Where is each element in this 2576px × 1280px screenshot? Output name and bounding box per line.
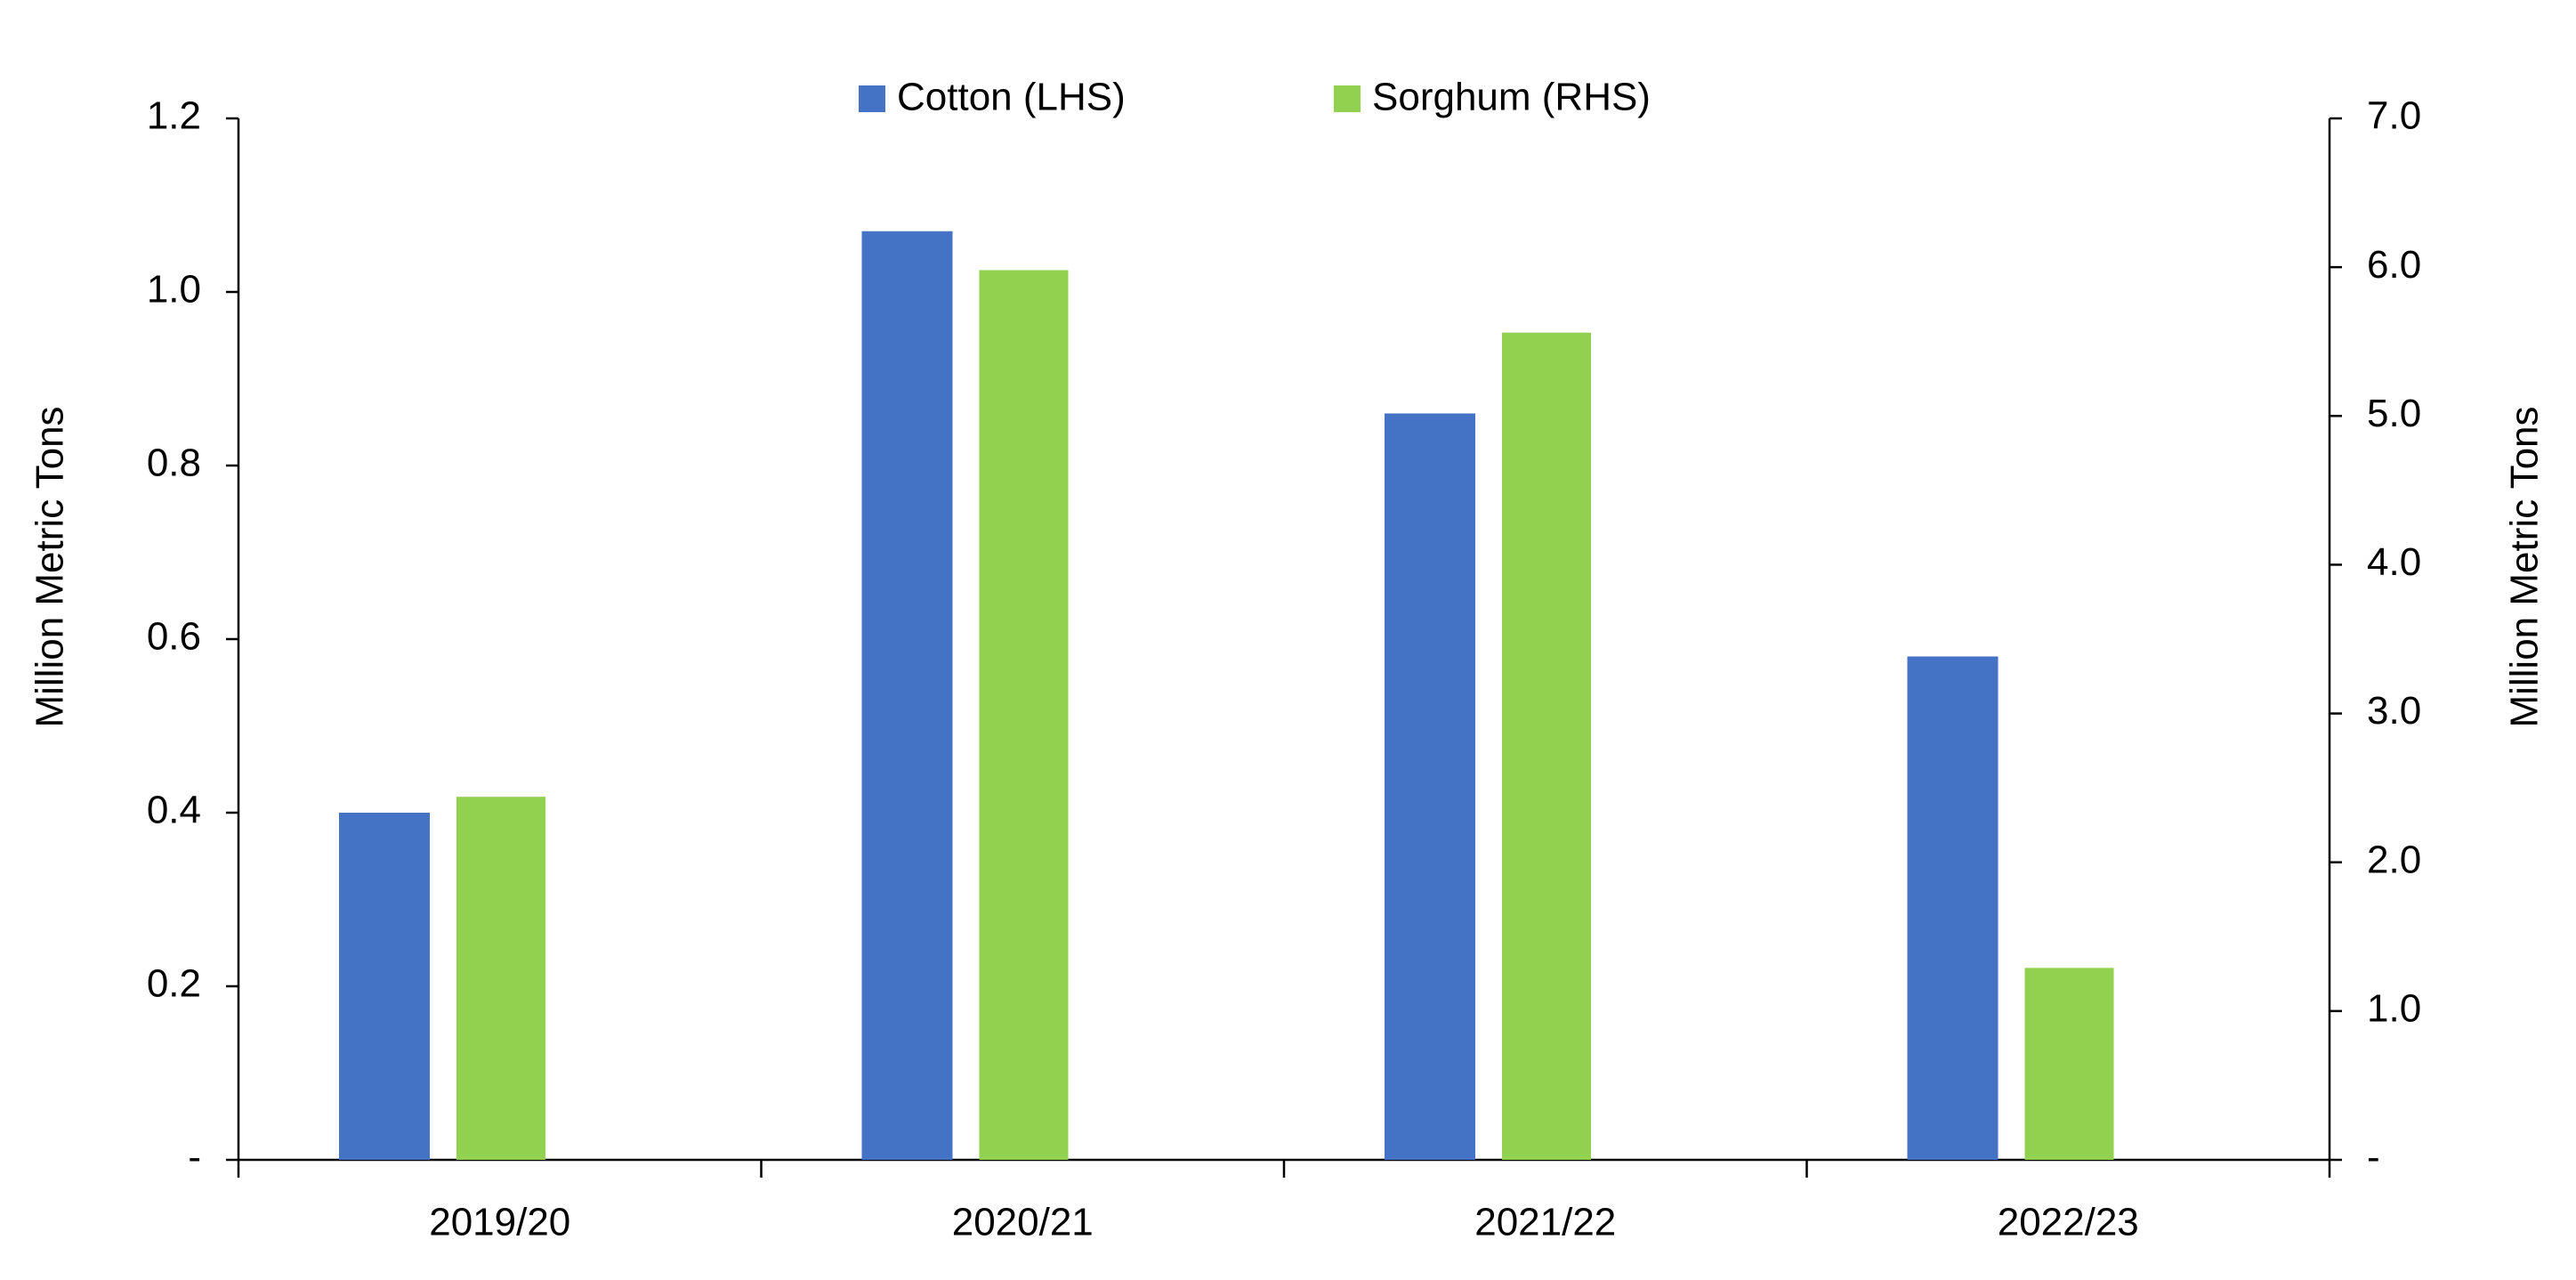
- y-axis-title: Million Metric Tons: [28, 406, 72, 727]
- y2-tick-label: 5.0: [2367, 392, 2421, 435]
- bar: [1502, 332, 1591, 1161]
- y2-tick-label: 2.0: [2367, 838, 2421, 881]
- y2-tick-label: -: [2367, 1136, 2380, 1179]
- y2-tick-label: 6.0: [2367, 243, 2421, 287]
- y-tick-label: 0.6: [147, 615, 201, 659]
- bar: [1385, 413, 1475, 1160]
- y-tick-label: 1.0: [147, 268, 201, 312]
- x-tick-label: 2021/22: [1474, 1201, 1616, 1244]
- y-tick-label: 0.8: [147, 442, 201, 485]
- y2-tick-label: 3.0: [2367, 689, 2421, 733]
- bar: [456, 797, 545, 1160]
- legend-swatch: [1334, 85, 1361, 112]
- x-tick-label: 2022/23: [1998, 1201, 2139, 1244]
- y-tick-label: 0.4: [147, 789, 201, 832]
- y-tick-label: -: [188, 1136, 201, 1179]
- bar: [861, 231, 953, 1160]
- y2-tick-label: 4.0: [2367, 540, 2421, 584]
- legend-swatch: [859, 85, 885, 112]
- bar: [1907, 656, 1999, 1160]
- bar: [2024, 968, 2114, 1160]
- x-tick-label: 2019/20: [429, 1201, 570, 1244]
- y2-tick-label: 1.0: [2367, 986, 2421, 1030]
- legend-label: Cotton (LHS): [897, 76, 1126, 119]
- y-tick-label: 1.2: [147, 94, 201, 138]
- y-tick-label: 0.2: [147, 962, 201, 1006]
- y2-axis-title: Million Metric Tons: [2503, 406, 2547, 727]
- x-tick-label: 2020/21: [952, 1201, 1094, 1244]
- bar: [979, 270, 1069, 1160]
- legend-label: Sorghum (RHS): [1372, 76, 1651, 119]
- bar: [339, 813, 430, 1160]
- y2-tick-label: 7.0: [2367, 94, 2421, 138]
